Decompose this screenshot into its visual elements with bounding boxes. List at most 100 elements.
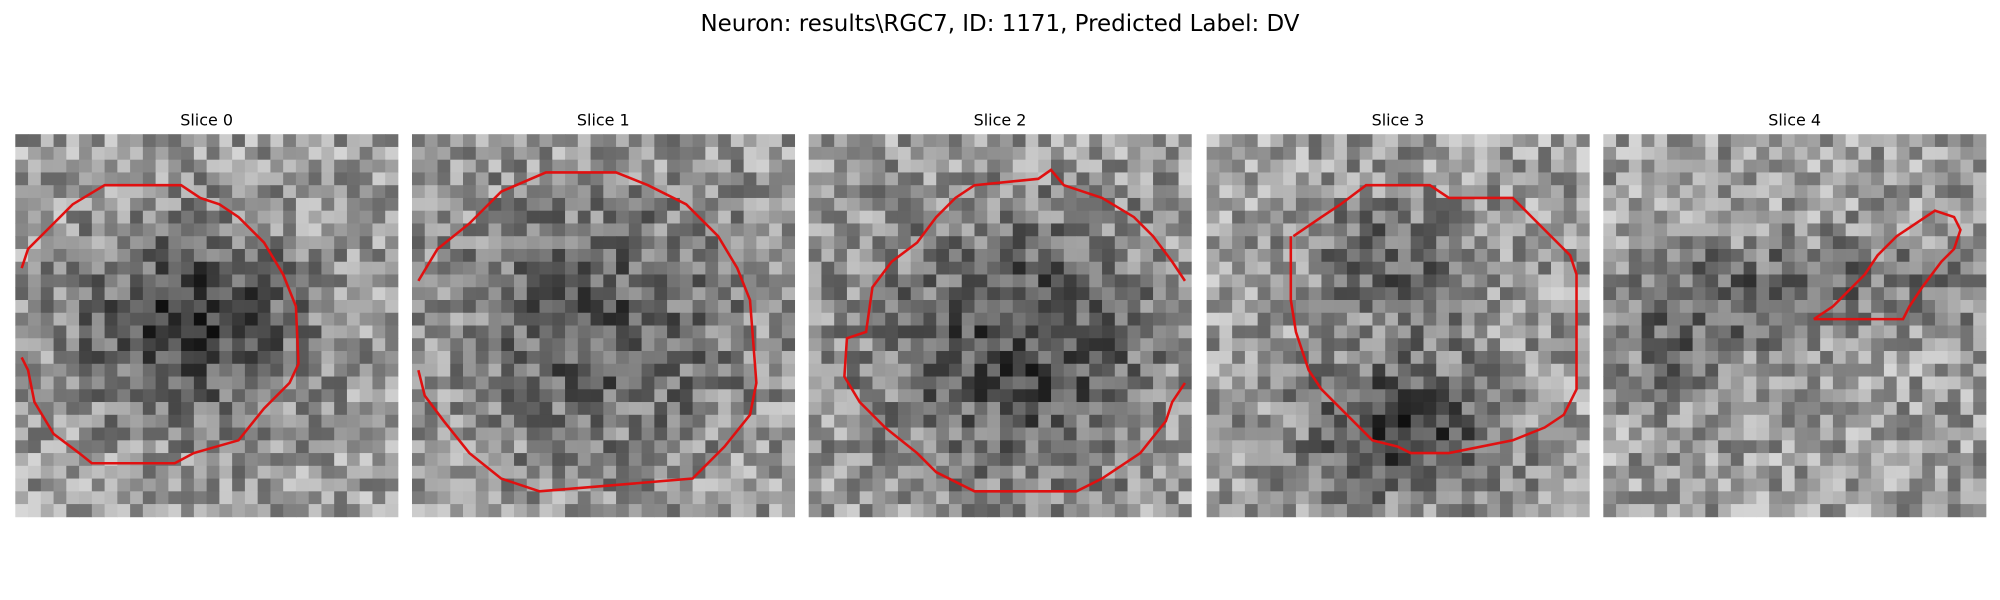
pixel — [1270, 440, 1284, 454]
pixel — [334, 159, 348, 173]
pixel — [718, 223, 732, 237]
pixel — [1896, 440, 1910, 454]
pixel — [385, 363, 399, 377]
pixel — [961, 248, 975, 263]
pixel — [1397, 389, 1412, 403]
pixel — [590, 287, 604, 301]
pixel — [475, 351, 489, 365]
pixel — [346, 491, 361, 505]
pixel — [1410, 402, 1424, 416]
pixel — [1423, 287, 1437, 301]
pixel — [1012, 427, 1026, 441]
pixel — [270, 376, 284, 390]
pixel — [1257, 491, 1271, 505]
pixel — [565, 427, 579, 441]
pixel — [987, 210, 1001, 224]
pixel — [743, 325, 757, 339]
pixel — [1076, 363, 1090, 377]
pixel — [1538, 274, 1552, 288]
pixel — [1871, 465, 1885, 479]
pixel — [1206, 274, 1220, 288]
pixel — [1896, 274, 1910, 288]
pixel — [1576, 427, 1590, 441]
pixel — [79, 338, 93, 352]
pixel — [603, 465, 617, 479]
pixel — [808, 478, 822, 492]
pixel — [679, 210, 693, 224]
pixel — [1718, 351, 1732, 365]
pixel — [1295, 146, 1310, 161]
pixel — [334, 146, 348, 161]
pixel — [437, 325, 451, 339]
pixel — [1140, 312, 1154, 326]
pixel — [1206, 440, 1220, 454]
pixel — [1525, 185, 1539, 199]
pixel — [1461, 453, 1475, 467]
pixel — [1025, 300, 1039, 314]
pixel — [1576, 261, 1590, 275]
pixel — [1858, 248, 1872, 263]
pixel — [1487, 427, 1501, 441]
pixel — [897, 197, 912, 212]
pixel — [1960, 504, 1974, 518]
pixel — [1769, 478, 1783, 492]
pixel — [1102, 274, 1116, 288]
pixel — [28, 465, 42, 479]
pixel — [488, 325, 502, 339]
pixel — [1334, 274, 1348, 288]
pixel — [1616, 274, 1630, 288]
pixel — [424, 134, 438, 148]
pixel — [1012, 389, 1026, 403]
pixel — [1807, 248, 1821, 263]
pixel — [1832, 478, 1847, 492]
pixel — [769, 440, 783, 454]
pixel — [552, 389, 566, 403]
pixel — [628, 300, 642, 314]
pixel — [463, 248, 477, 263]
pixel — [743, 465, 757, 479]
pixel — [539, 440, 553, 454]
pixel — [193, 248, 208, 263]
pixel — [1448, 389, 1463, 403]
pixel — [1051, 414, 1065, 428]
pixel — [219, 312, 233, 326]
pixel — [910, 172, 924, 186]
pixel — [1512, 287, 1526, 301]
pixel — [1871, 440, 1885, 454]
pixel — [1603, 185, 1617, 199]
pixel — [1563, 440, 1577, 454]
pixel — [834, 414, 848, 428]
pixel — [130, 172, 144, 186]
pixel — [1487, 261, 1501, 275]
pixel — [974, 363, 988, 377]
pixel — [1025, 453, 1039, 467]
pixel — [1934, 389, 1949, 403]
pixel — [1871, 427, 1885, 441]
pixel — [1410, 146, 1424, 161]
pixel — [1153, 389, 1167, 403]
pixel — [1807, 363, 1821, 377]
pixel — [616, 504, 630, 518]
pixel — [1500, 261, 1514, 275]
pixel — [577, 389, 591, 403]
pixel — [437, 197, 451, 212]
pixel — [372, 261, 386, 275]
pixel — [334, 478, 348, 492]
pixel — [565, 389, 579, 403]
pixel — [590, 427, 604, 441]
pixel — [667, 197, 681, 212]
pixel — [1576, 376, 1590, 390]
pixel — [769, 236, 783, 250]
pixel — [628, 236, 642, 250]
pixel — [923, 376, 937, 390]
pixel — [1667, 440, 1681, 454]
pixel — [552, 504, 566, 518]
pixel — [705, 236, 719, 250]
pixel — [321, 223, 335, 237]
pixel — [1000, 134, 1014, 148]
pixel — [769, 389, 783, 403]
pixel — [437, 491, 451, 505]
pixel — [424, 197, 438, 212]
pixel — [385, 223, 399, 237]
pixel — [1257, 453, 1271, 467]
